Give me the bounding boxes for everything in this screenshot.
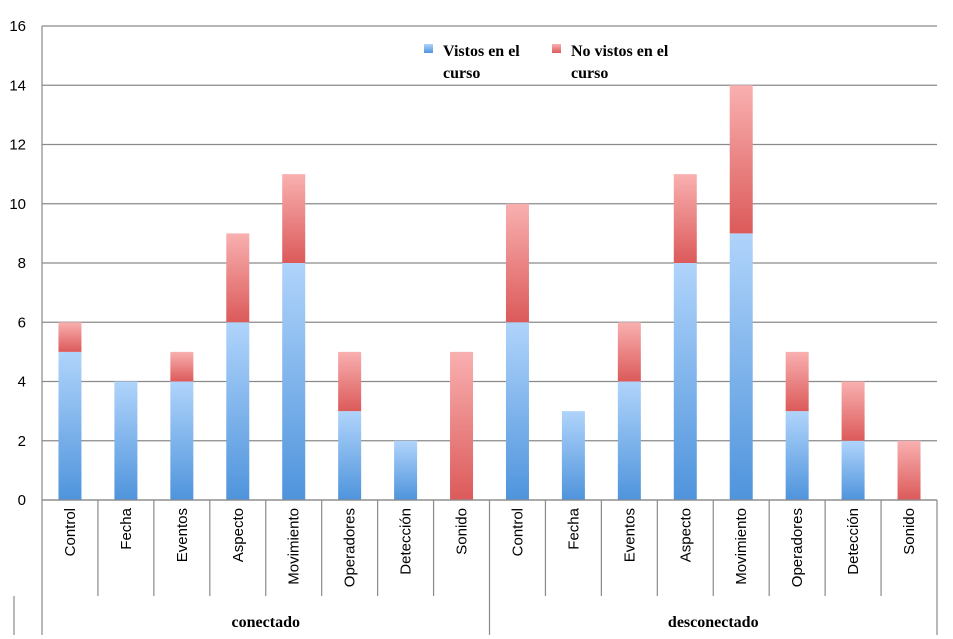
bar-no-vistos-13 [785, 351, 809, 412]
bar-vistos-2 [170, 381, 194, 500]
category-label-8: Control [509, 508, 526, 556]
bar-vistos-1 [114, 381, 138, 500]
bar-vistos-12 [729, 233, 753, 500]
y-tick-label-14: 14 [9, 77, 26, 94]
y-tick-label-10: 10 [9, 196, 26, 213]
bar-no-vistos-3 [226, 233, 250, 323]
bar-vistos-11 [673, 263, 697, 500]
bar-no-vistos-4 [282, 174, 306, 263]
bar-no-vistos-11 [673, 174, 697, 263]
bar-vistos-3 [226, 322, 250, 500]
legend-label-no-vistos-line2: curso [571, 65, 608, 82]
category-label-5: Operadores [342, 508, 359, 587]
bar-vistos-9 [561, 411, 585, 500]
y-tick-label-12: 12 [9, 137, 26, 154]
category-label-15: Sonido [901, 508, 918, 555]
category-label-3: Aspecto [230, 508, 247, 562]
category-label-11: Aspecto [677, 508, 694, 562]
bar-vistos-14 [841, 440, 865, 500]
bar-vistos-8 [505, 322, 529, 500]
bar-vistos-10 [617, 381, 641, 500]
bar-no-vistos-2 [170, 351, 194, 382]
bar-no-vistos-0 [58, 322, 82, 352]
bar-no-vistos-8 [505, 203, 529, 323]
category-label-10: Eventos [621, 508, 638, 562]
bar-no-vistos-10 [617, 322, 641, 382]
bar-no-vistos-12 [729, 85, 753, 234]
bar-no-vistos-15 [897, 440, 921, 500]
y-tick-label-16: 16 [9, 18, 26, 35]
bar-vistos-13 [785, 411, 809, 500]
bar-no-vistos-7 [450, 351, 474, 500]
y-axis-ticks: 0 2 4 6 8 10 12 14 16 [9, 18, 26, 509]
category-label-6: Detección [398, 508, 415, 575]
group-labels: conectado desconectado [232, 614, 759, 631]
y-tick-label-8: 8 [18, 255, 26, 272]
group-label-desconectado: desconectado [668, 614, 759, 631]
legend-label-vistos-line1: Vistos en el [443, 43, 520, 60]
category-label-14: Detección [845, 508, 862, 575]
bar-no-vistos-14 [841, 381, 865, 441]
category-label-2: Eventos [174, 508, 191, 562]
legend: Vistos en el curso No vistos en el curso [424, 43, 669, 82]
legend-swatch-vistos [424, 44, 433, 53]
category-label-1: Fecha [118, 507, 135, 549]
category-label-0: Control [62, 508, 79, 556]
bar-vistos-5 [338, 411, 362, 500]
category-label-7: Sonido [454, 508, 471, 555]
legend-swatch-no-vistos [552, 44, 561, 53]
group-label-conectado: conectado [232, 614, 300, 631]
category-label-4: Movimiento [286, 508, 303, 585]
y-tick-label-0: 0 [18, 492, 26, 509]
y-tick-label-6: 6 [18, 314, 26, 331]
axes [13, 26, 938, 635]
bar-no-vistos-5 [338, 351, 362, 412]
category-label-9: Fecha [565, 507, 582, 549]
category-label-12: Movimiento [733, 508, 750, 585]
bar-vistos-0 [58, 351, 82, 500]
legend-label-vistos-line2: curso [443, 65, 480, 82]
bar-vistos-6 [394, 440, 418, 500]
y-tick-label-4: 4 [18, 374, 26, 391]
category-labels: Control Fecha Eventos Aspecto Movimiento Oper… [62, 507, 918, 587]
y-tick-label-2: 2 [18, 433, 26, 450]
bars [58, 85, 921, 500]
category-label-13: Operadores [789, 508, 806, 587]
bar-vistos-4 [282, 263, 306, 500]
legend-label-no-vistos-line1: No vistos en el [571, 43, 669, 60]
